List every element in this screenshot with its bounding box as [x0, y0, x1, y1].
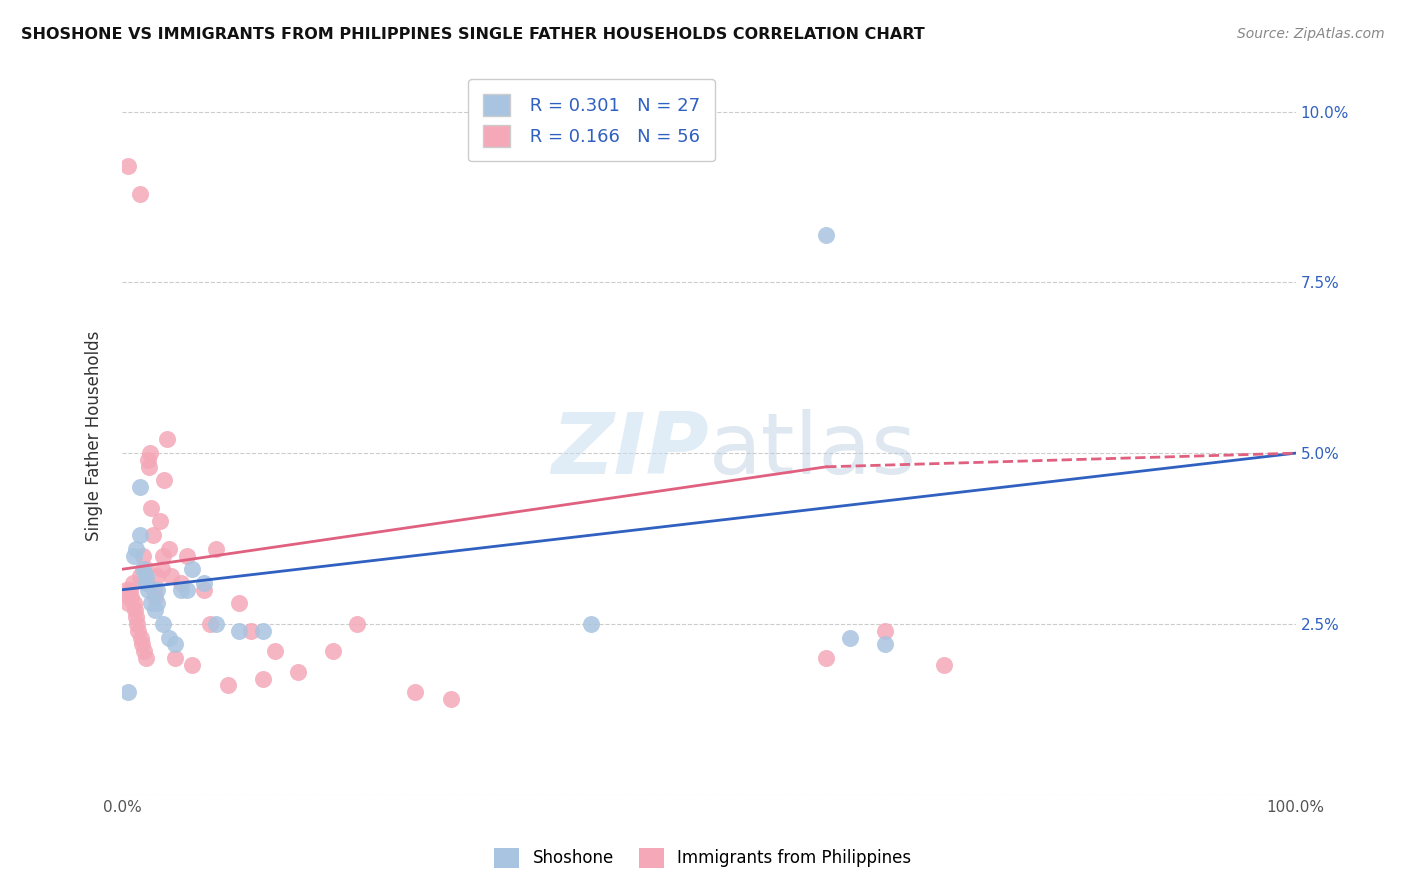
Point	[263, 644, 285, 658]
Point	[176, 549, 198, 563]
Point	[838, 631, 860, 645]
Point	[114, 582, 136, 597]
Point	[150, 562, 173, 576]
Point	[146, 582, 169, 597]
Point	[181, 657, 204, 672]
Point	[138, 459, 160, 474]
Text: atlas: atlas	[709, 409, 917, 491]
Point	[132, 562, 155, 576]
Point	[120, 590, 142, 604]
Point	[127, 624, 149, 638]
Point	[170, 582, 193, 597]
Point	[205, 616, 228, 631]
Point	[217, 678, 239, 692]
Point	[129, 631, 152, 645]
Point	[141, 500, 163, 515]
Point	[160, 569, 183, 583]
Point	[181, 562, 204, 576]
Point	[170, 576, 193, 591]
Point	[240, 624, 263, 638]
Point	[152, 549, 174, 563]
Point	[139, 446, 162, 460]
Point	[128, 480, 150, 494]
Point	[149, 515, 172, 529]
Point	[193, 576, 215, 591]
Legend: Shoshone, Immigrants from Philippines: Shoshone, Immigrants from Philippines	[488, 841, 918, 875]
Point	[346, 616, 368, 631]
Point	[125, 610, 148, 624]
Point	[198, 616, 221, 631]
Point	[205, 541, 228, 556]
Point	[120, 582, 142, 597]
Point	[117, 159, 139, 173]
Point	[142, 528, 165, 542]
Y-axis label: Single Father Households: Single Father Households	[86, 331, 103, 541]
Point	[143, 603, 166, 617]
Point	[322, 644, 344, 658]
Point	[146, 569, 169, 583]
Point	[131, 637, 153, 651]
Point	[143, 590, 166, 604]
Point	[134, 576, 156, 591]
Point	[127, 616, 149, 631]
Point	[117, 685, 139, 699]
Point	[873, 637, 896, 651]
Point	[404, 685, 426, 699]
Point	[132, 549, 155, 563]
Point	[287, 665, 309, 679]
Point	[156, 433, 179, 447]
Point	[118, 590, 141, 604]
Point	[163, 637, 186, 651]
Point	[193, 582, 215, 597]
Point	[124, 603, 146, 617]
Point	[128, 528, 150, 542]
Point	[157, 631, 180, 645]
Point	[440, 692, 463, 706]
Point	[121, 576, 143, 591]
Point	[128, 186, 150, 201]
Point	[157, 541, 180, 556]
Point	[228, 624, 250, 638]
Point	[134, 651, 156, 665]
Point	[815, 651, 838, 665]
Text: SHOSHONE VS IMMIGRANTS FROM PHILIPPINES SINGLE FATHER HOUSEHOLDS CORRELATION CHA: SHOSHONE VS IMMIGRANTS FROM PHILIPPINES …	[21, 27, 925, 42]
Point	[142, 582, 165, 597]
Point	[176, 582, 198, 597]
Text: Source: ZipAtlas.com: Source: ZipAtlas.com	[1237, 27, 1385, 41]
Point	[135, 576, 157, 591]
Point	[122, 549, 145, 563]
Point	[146, 596, 169, 610]
Point	[128, 569, 150, 583]
Point	[134, 569, 156, 583]
Point	[581, 616, 603, 631]
Point	[815, 227, 838, 242]
Text: ZIP: ZIP	[551, 409, 709, 491]
Point	[153, 474, 176, 488]
Legend:  R = 0.301   N = 27,  R = 0.166   N = 56: R = 0.301 N = 27, R = 0.166 N = 56	[468, 79, 714, 161]
Point	[136, 453, 159, 467]
Point	[252, 672, 274, 686]
Point	[152, 616, 174, 631]
Point	[252, 624, 274, 638]
Point	[163, 651, 186, 665]
Point	[125, 541, 148, 556]
Point	[228, 596, 250, 610]
Point	[141, 596, 163, 610]
Point	[134, 562, 156, 576]
Point	[932, 657, 955, 672]
Point	[117, 596, 139, 610]
Point	[136, 582, 159, 597]
Point	[134, 644, 156, 658]
Point	[873, 624, 896, 638]
Point	[122, 596, 145, 610]
